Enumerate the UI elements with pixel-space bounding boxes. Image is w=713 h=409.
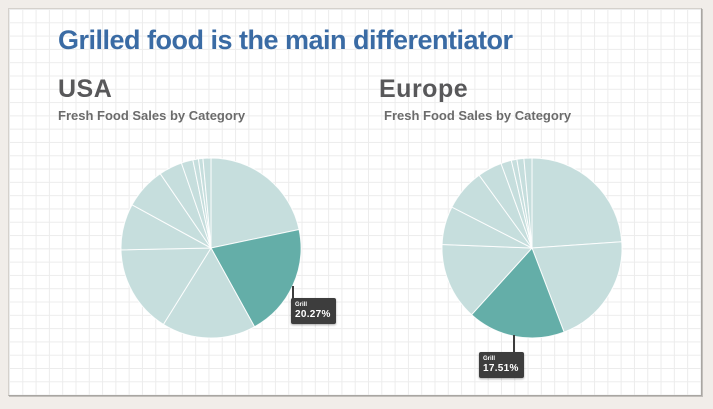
pie-slice-grill[interactable] [210,228,302,328]
tooltip-category-label: Grill [483,356,496,362]
usa-tooltip-connector [292,286,294,299]
tooltip-percent-value: 20.27% [295,309,331,320]
usa-chart-heading: USA [58,75,113,103]
usa-chart-subtitle: Fresh Food Sales by Category [58,108,246,123]
pie-slice[interactable] [531,157,623,249]
tooltip-percent-value: 17.51% [483,363,519,374]
pie-slice[interactable] [523,157,533,249]
europe-pie-chart[interactable] [440,156,624,340]
europe-tooltip-connector [513,335,515,353]
usa-grill-tooltip: Grill 20.27% [291,298,336,324]
pie-slice[interactable] [120,247,212,325]
tooltip-category-label: Grill [295,302,308,308]
pie-slice[interactable] [441,244,533,316]
pie-slice[interactable] [162,247,256,339]
europe-grill-tooltip: Grill 17.51% [479,352,524,378]
europe-chart-heading: Europe [379,75,469,103]
pie-slice-grill[interactable] [471,247,565,339]
pie-slice[interactable] [210,157,300,249]
usa-pie-chart[interactable] [119,156,303,340]
pie-slice[interactable] [531,241,623,333]
pie-slice[interactable] [202,157,212,249]
slide-canvas: Grilled food is the main differentiator … [8,8,702,396]
europe-chart-subtitle: Fresh Food Sales by Category [384,108,572,123]
slide-title: Grilled food is the main differentiator [58,25,513,55]
